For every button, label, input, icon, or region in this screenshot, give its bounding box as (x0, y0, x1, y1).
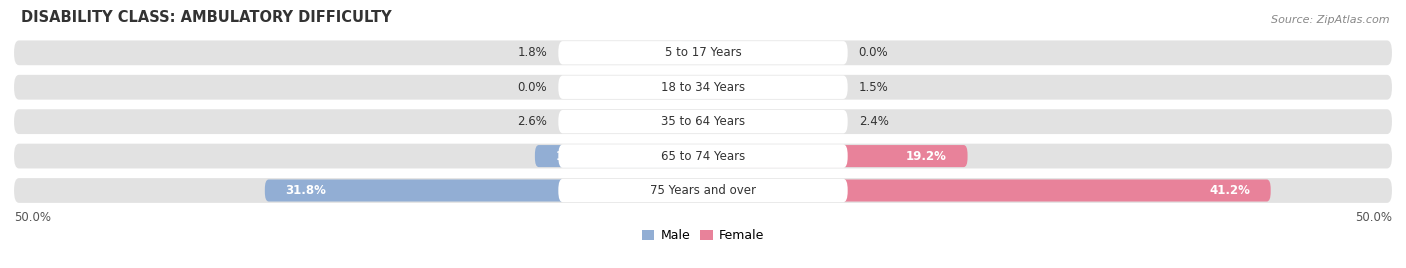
Text: 31.8%: 31.8% (285, 184, 326, 197)
Text: 2.4%: 2.4% (859, 115, 889, 128)
FancyBboxPatch shape (14, 144, 1392, 169)
Text: 5 to 17 Years: 5 to 17 Years (665, 46, 741, 59)
Text: DISABILITY CLASS: AMBULATORY DIFFICULTY: DISABILITY CLASS: AMBULATORY DIFFICULTY (21, 10, 392, 25)
Text: 75 Years and over: 75 Years and over (650, 184, 756, 197)
FancyBboxPatch shape (558, 110, 848, 133)
Text: 18 to 34 Years: 18 to 34 Years (661, 81, 745, 94)
FancyBboxPatch shape (703, 145, 967, 167)
Text: 50.0%: 50.0% (1355, 211, 1392, 224)
FancyBboxPatch shape (668, 111, 703, 133)
Text: 65 to 74 Years: 65 to 74 Years (661, 150, 745, 163)
Text: 2.6%: 2.6% (517, 115, 547, 128)
FancyBboxPatch shape (534, 145, 703, 167)
FancyBboxPatch shape (264, 180, 703, 202)
FancyBboxPatch shape (558, 144, 848, 168)
FancyBboxPatch shape (558, 179, 848, 202)
Text: 0.0%: 0.0% (859, 46, 889, 59)
Text: 50.0%: 50.0% (14, 211, 51, 224)
Legend: Male, Female: Male, Female (637, 224, 769, 247)
Text: 19.2%: 19.2% (905, 150, 946, 163)
FancyBboxPatch shape (14, 178, 1392, 203)
FancyBboxPatch shape (703, 180, 1271, 202)
Text: 41.2%: 41.2% (1209, 184, 1250, 197)
FancyBboxPatch shape (558, 41, 848, 65)
FancyBboxPatch shape (703, 111, 737, 133)
Text: Source: ZipAtlas.com: Source: ZipAtlas.com (1271, 15, 1389, 25)
FancyBboxPatch shape (703, 76, 724, 98)
Text: 12.2%: 12.2% (555, 150, 596, 163)
FancyBboxPatch shape (14, 40, 1392, 65)
FancyBboxPatch shape (14, 109, 1392, 134)
FancyBboxPatch shape (678, 42, 703, 64)
Text: 1.8%: 1.8% (517, 46, 547, 59)
FancyBboxPatch shape (558, 76, 848, 99)
Text: 0.0%: 0.0% (517, 81, 547, 94)
Text: 35 to 64 Years: 35 to 64 Years (661, 115, 745, 128)
Text: 1.5%: 1.5% (859, 81, 889, 94)
FancyBboxPatch shape (14, 75, 1392, 100)
